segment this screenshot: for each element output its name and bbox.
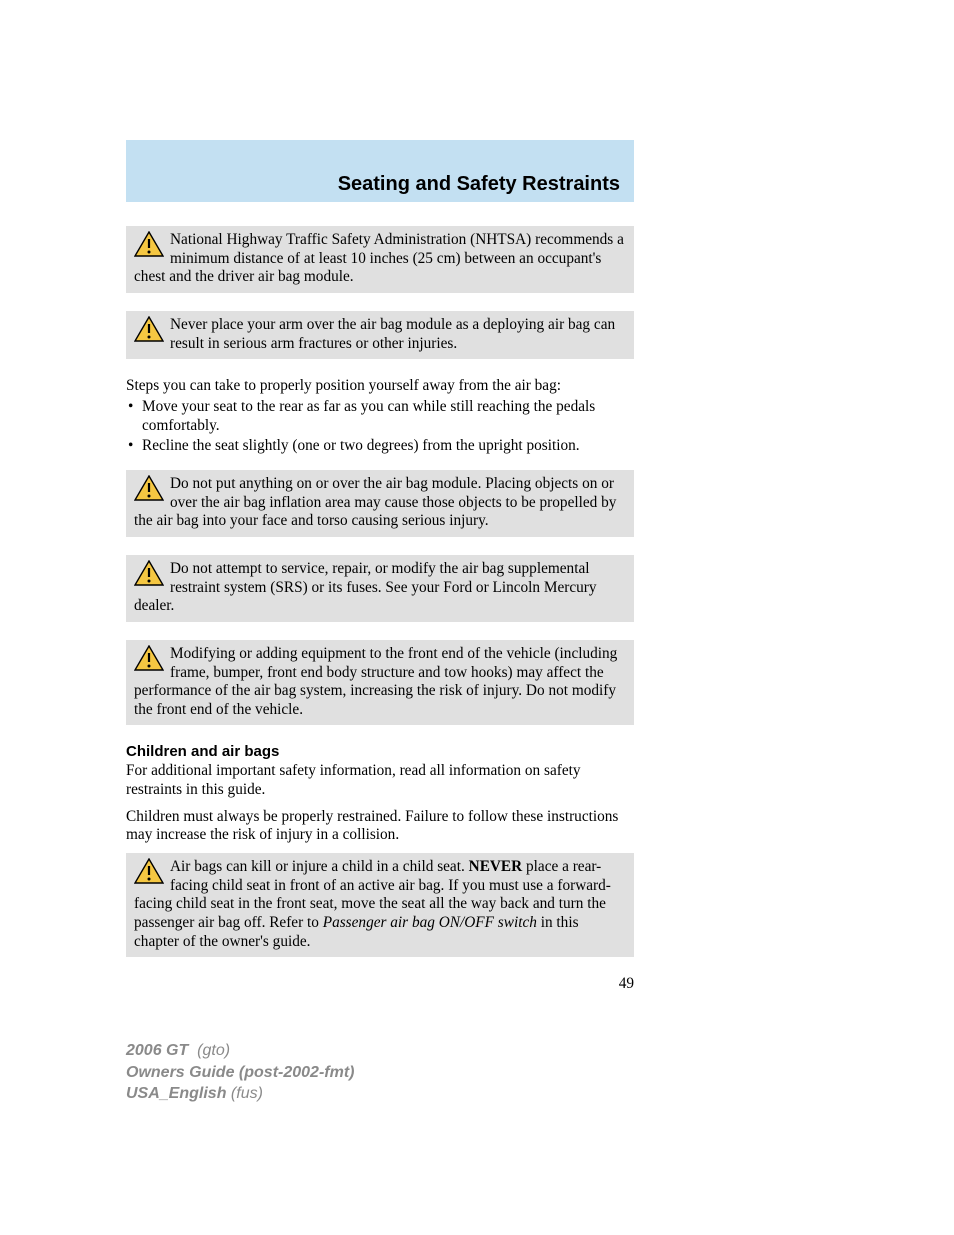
warning-icon — [134, 475, 164, 501]
steps-intro: Steps you can take to properly position … — [126, 377, 634, 396]
footer: 2006 GT (gto) Owners Guide (post-2002-fm… — [126, 1040, 354, 1105]
steps-list: Move your seat to the rear as far as you… — [126, 398, 634, 456]
warning-icon — [134, 560, 164, 586]
warning-nhtsa: National Highway Traffic Safety Administ… — [126, 226, 634, 293]
page-content: Seating and Safety Restraints National H… — [126, 140, 634, 993]
warning-text: Do not put anything on or over the air b… — [134, 475, 616, 529]
warning-text-bold: NEVER — [469, 858, 523, 875]
para-additional-info: For additional important safety informat… — [126, 762, 634, 799]
warning-icon — [134, 645, 164, 671]
footer-code: (gto) — [197, 1042, 230, 1059]
footer-lang-code: (fus) — [231, 1085, 263, 1102]
header-band: Seating and Safety Restraints — [126, 140, 634, 202]
page-title: Seating and Safety Restraints — [338, 173, 620, 196]
footer-lang: USA_English — [126, 1085, 226, 1102]
warning-child-seat: Air bags can kill or injure a child in a… — [126, 853, 634, 957]
warning-objects: Do not put anything on or over the air b… — [126, 470, 634, 537]
warning-icon — [134, 858, 164, 884]
page-number: 49 — [126, 975, 634, 993]
warning-service: Do not attempt to service, repair, or mo… — [126, 555, 634, 622]
footer-line-2: Owners Guide (post-2002-fmt) — [126, 1062, 354, 1084]
footer-line-3: USA_English (fus) — [126, 1083, 354, 1105]
warning-icon — [134, 231, 164, 257]
warning-text: National Highway Traffic Safety Administ… — [134, 231, 624, 285]
warning-text: Never place your arm over the air bag mo… — [170, 316, 615, 352]
warning-text: Do not attempt to service, repair, or mo… — [134, 560, 597, 614]
warning-text-pre: Air bags can kill or injure a child in a… — [170, 858, 469, 875]
warning-text: Modifying or adding equipment to the fro… — [134, 645, 617, 718]
warning-arm: Never place your arm over the air bag mo… — [126, 311, 634, 359]
list-item: Recline the seat slightly (one or two de… — [126, 437, 634, 456]
warning-modify: Modifying or adding equipment to the fro… — [126, 640, 634, 726]
footer-model: 2006 GT — [126, 1042, 188, 1059]
subheading-children: Children and air bags — [126, 743, 634, 760]
list-item: Move your seat to the rear as far as you… — [126, 398, 634, 435]
warning-text-italic: Passenger air bag ON/OFF switch — [323, 914, 537, 931]
para-children-restrained: Children must always be properly restrai… — [126, 808, 634, 845]
warning-icon — [134, 316, 164, 342]
footer-line-1: 2006 GT (gto) — [126, 1040, 354, 1062]
